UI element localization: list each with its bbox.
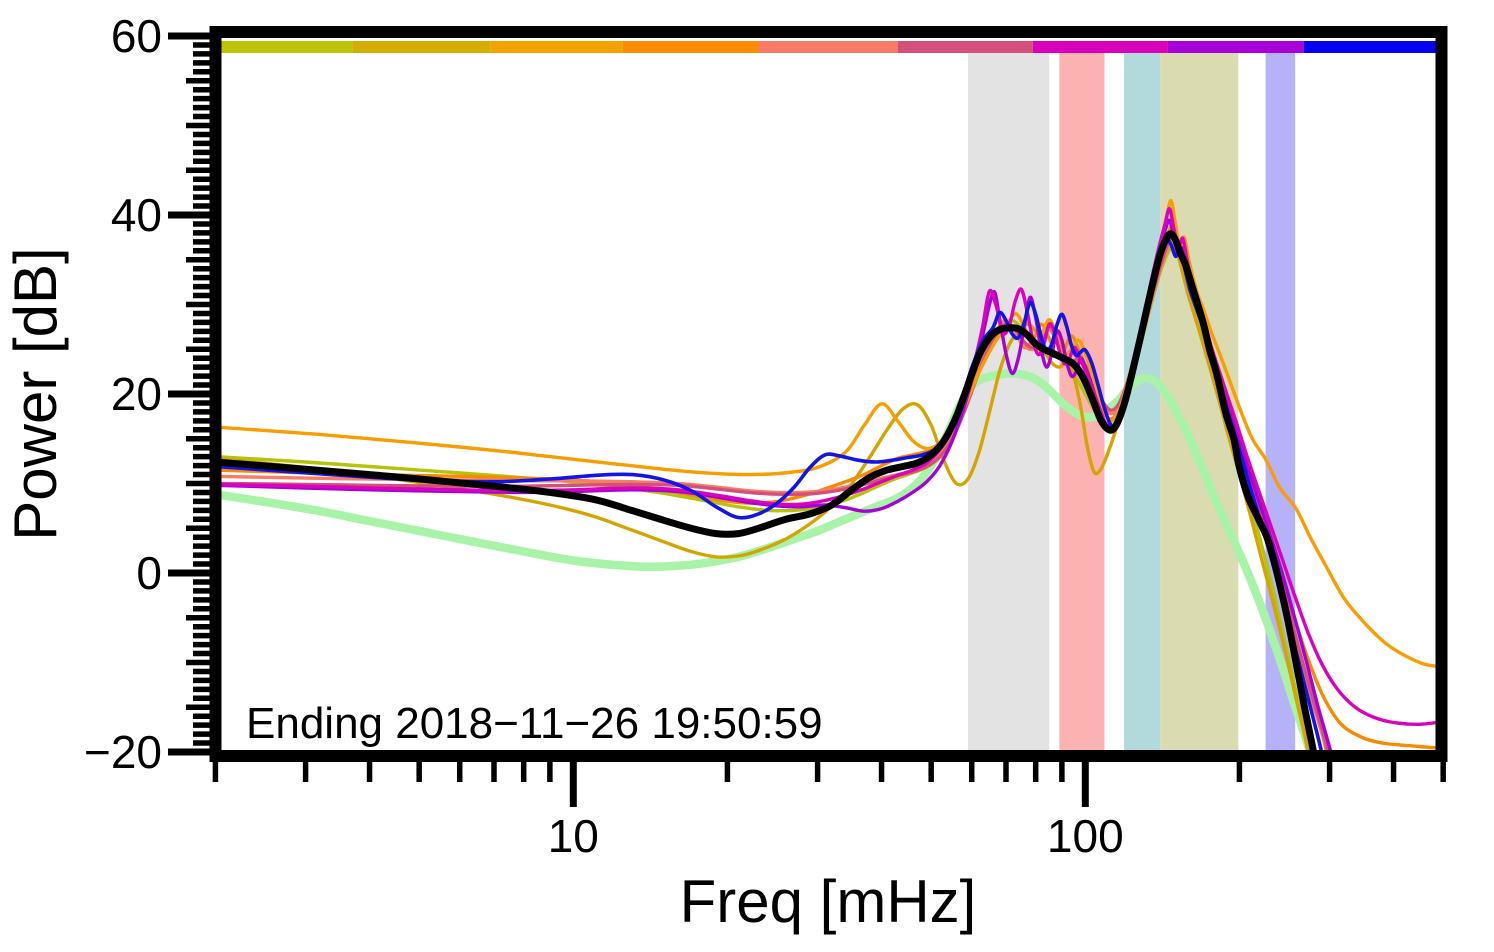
spectra-curves (215, 198, 1437, 750)
color-strip-segment-9 (1303, 41, 1437, 53)
spectrum-magenta (215, 206, 1437, 727)
y-axis-ticks (168, 32, 213, 756)
y-tick-label-60: 60 (111, 10, 162, 62)
y-axis-title: Power [dB] (2, 247, 69, 540)
spectrum-palegreen-background (215, 369, 1314, 750)
x-tick-label-100: 100 (1047, 810, 1124, 862)
color-strip-segment-1 (221, 41, 353, 53)
plot-frame (209, 26, 1448, 762)
frequency-color-strip (221, 41, 1437, 53)
y-tick-label--20: −20 (84, 726, 162, 778)
spectrum-orange (215, 198, 1437, 669)
color-strip-segment-4 (622, 41, 759, 53)
color-strip-segment-7 (1032, 41, 1168, 53)
spectrum-mean-black (215, 230, 1317, 750)
x-axis-title: Freq [mHz] (680, 868, 977, 935)
color-strip-segment-8 (1167, 41, 1304, 53)
color-strip-segment-6 (897, 41, 1033, 53)
x-axis-tick-labels: 10 100 (548, 810, 1124, 862)
color-strip-segment-2 (352, 41, 491, 53)
ending-timestamp-annotation: Ending 2018−11−26 19:50:59 (246, 699, 823, 748)
shaded-frequency-bands (967, 53, 1296, 750)
color-strip-segment-5 (758, 41, 898, 53)
x-tick-label-10: 10 (548, 810, 599, 862)
y-axis-tick-labels: −20 0 20 40 60 (84, 10, 162, 778)
color-strip-segment-3 (490, 41, 623, 53)
y-tick-label-20: 20 (111, 368, 162, 420)
y-tick-label-40: 40 (111, 189, 162, 241)
x-axis-ticks (212, 758, 1446, 807)
band-gray (967, 53, 1050, 750)
y-tick-label-0: 0 (136, 547, 162, 599)
band-teal (1123, 53, 1161, 750)
